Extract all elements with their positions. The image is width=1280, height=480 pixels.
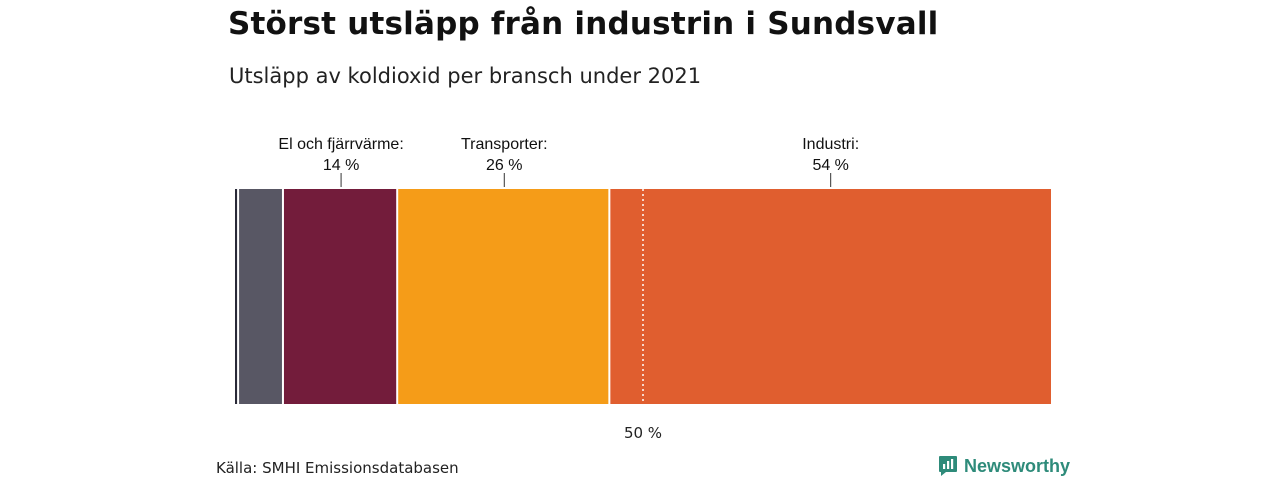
bar-segment: [283, 189, 397, 404]
segment-label: Industri:: [802, 136, 859, 153]
bar-segment: [239, 189, 282, 404]
reference-line-label: 50 %: [624, 424, 662, 442]
segment-label: Transporter:: [461, 136, 548, 153]
source-note: Källa: SMHI Emissionsdatabasen: [216, 459, 459, 477]
bar-segment: [610, 189, 1051, 404]
bar-segment: [235, 189, 238, 404]
segment-value-label: 54 %: [812, 157, 848, 174]
segment-label: El och fjärrvärme:: [278, 136, 403, 153]
chart-title: Störst utsläpp från industrin i Sundsval…: [228, 6, 939, 42]
brand-name: Newsworthy: [964, 455, 1071, 476]
segment-value-label: 14 %: [323, 157, 359, 174]
chart-subtitle: Utsläpp av koldioxid per bransch under 2…: [229, 64, 702, 88]
bar-segment: [398, 189, 609, 404]
newsworthy-logo-icon: [939, 456, 957, 476]
brand-logo[interactable]: Newsworthy: [938, 455, 1070, 477]
segment-value-label: 26 %: [486, 157, 522, 174]
